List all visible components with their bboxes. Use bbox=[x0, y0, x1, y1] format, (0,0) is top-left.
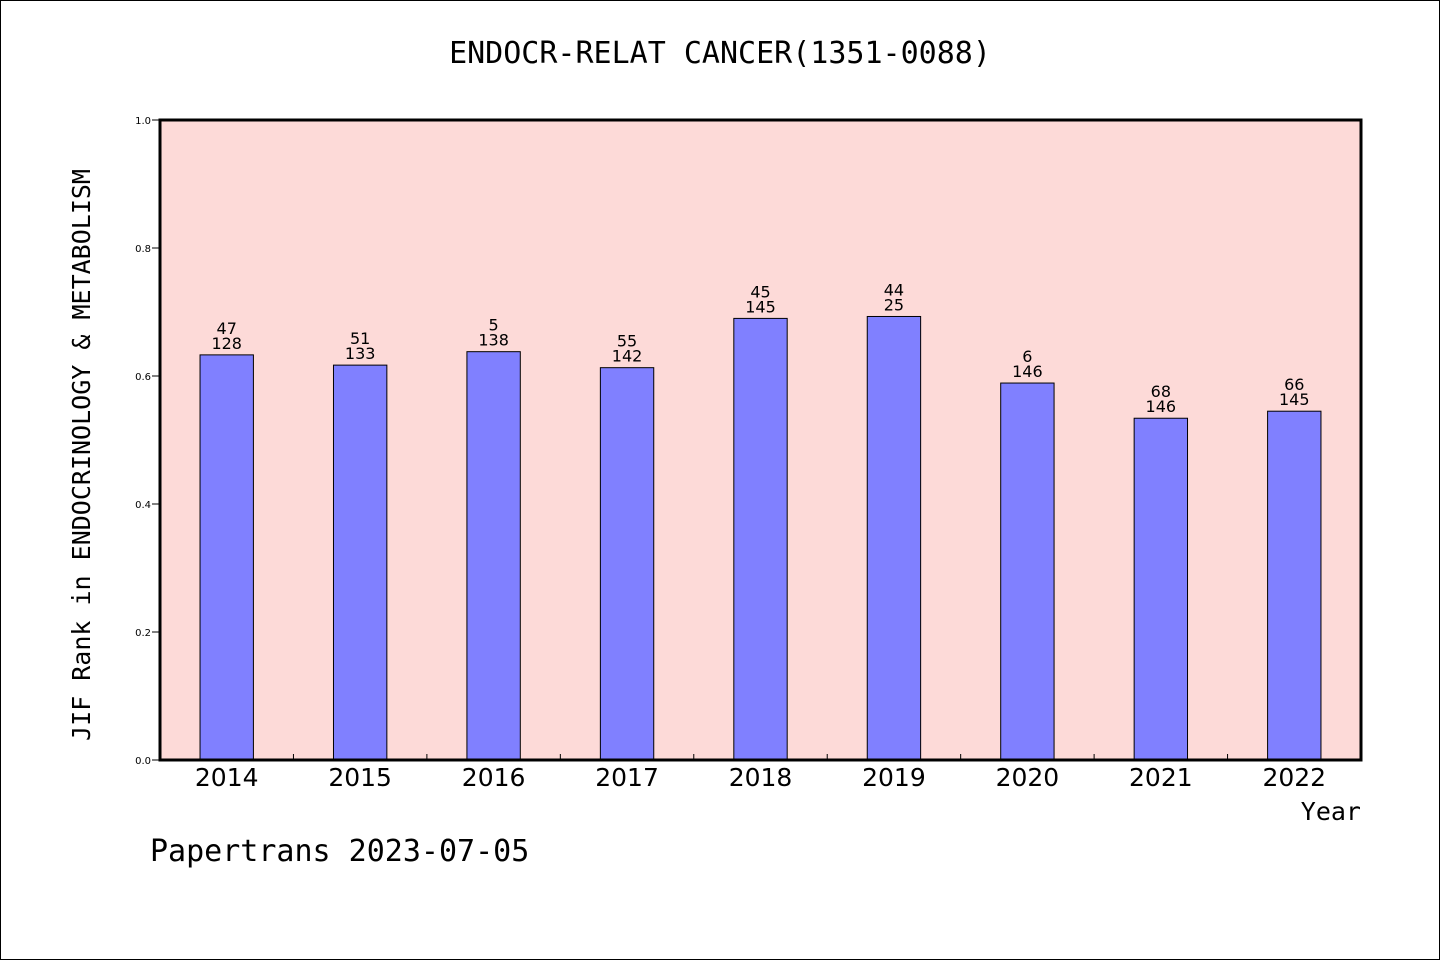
chart-title: ENDOCR-RELAT CANCER(1351-0088) bbox=[449, 36, 991, 71]
bar-label-bottom-2014: 128 bbox=[211, 334, 242, 353]
x-tick-label-2019: 2019 bbox=[862, 763, 926, 792]
x-tick-label-2016: 2016 bbox=[462, 763, 526, 792]
x-tick-label-2022: 2022 bbox=[1262, 763, 1326, 792]
plot-border bbox=[158, 118, 1363, 762]
x-tick-label-2020: 2020 bbox=[996, 763, 1060, 792]
bar-label-bottom-2015: 133 bbox=[345, 344, 376, 363]
bar-2021 bbox=[1133, 417, 1189, 761]
bar-label-bottom-2021: 146 bbox=[1146, 397, 1177, 416]
bar-label-bottom-2016: 138 bbox=[478, 331, 509, 350]
y-axis: 0.0 0.2 0.4 0.6 0.8 1.0 bbox=[135, 116, 160, 767]
bar-2020 bbox=[1000, 382, 1055, 761]
bar-2016 bbox=[466, 351, 521, 761]
x-tick-label-2021: 2021 bbox=[1129, 763, 1193, 792]
bar-label-top-2016: 5 bbox=[489, 316, 499, 335]
y-tick-label: 0.6 bbox=[135, 372, 151, 383]
y-tick-label: 0.8 bbox=[135, 244, 151, 255]
bar-2017 bbox=[599, 367, 655, 761]
bar-2019 bbox=[866, 315, 922, 761]
bar-label-top-2014: 47 bbox=[217, 319, 237, 338]
x-tick-label-2017: 2017 bbox=[595, 763, 659, 792]
bar-label-bottom-2019: 25 bbox=[884, 295, 904, 314]
bar-label-top-2019: 44 bbox=[884, 280, 904, 299]
bar-label-top-2021: 68 bbox=[1151, 382, 1171, 401]
x-tick-label-2018: 2018 bbox=[729, 763, 793, 792]
x-tick-label-2015: 2015 bbox=[328, 763, 392, 792]
y-axis-label: JIF Rank in ENDOCRINOLOGY & METABOLISM bbox=[67, 169, 96, 741]
bar-label-top-2018: 45 bbox=[750, 282, 770, 301]
bar-label-top-2017: 55 bbox=[617, 332, 637, 351]
footer-stamp: Papertrans 2023-07-05 bbox=[150, 834, 530, 869]
bar-label-bottom-2017: 142 bbox=[612, 347, 643, 366]
bar-2014 bbox=[199, 354, 254, 761]
bar-label-top-2020: 6 bbox=[1022, 347, 1032, 366]
x-tick-label-2014: 2014 bbox=[195, 763, 259, 792]
y-tick-label: 0.4 bbox=[135, 500, 151, 511]
bar-label-top-2015: 51 bbox=[350, 329, 370, 348]
bar-2022 bbox=[1267, 410, 1322, 761]
bar-label-bottom-2018: 145 bbox=[745, 297, 776, 316]
bar-label-top-2022: 66 bbox=[1284, 375, 1304, 394]
y-tick-label: 0.0 bbox=[135, 756, 151, 767]
x-axis: 2014 2015 2016 2017 2018 2019 2020 2021 2022 bbox=[195, 754, 1326, 792]
y-tick-label: 0.2 bbox=[135, 628, 151, 639]
bar-label-bottom-2022: 145 bbox=[1279, 390, 1310, 409]
bar-2018 bbox=[733, 317, 788, 761]
y-tick-label: 1.0 bbox=[135, 116, 151, 127]
bar-2015 bbox=[332, 364, 388, 761]
bar-label-bottom-2020: 146 bbox=[1012, 362, 1043, 381]
x-axis-label: Year bbox=[1301, 797, 1361, 826]
